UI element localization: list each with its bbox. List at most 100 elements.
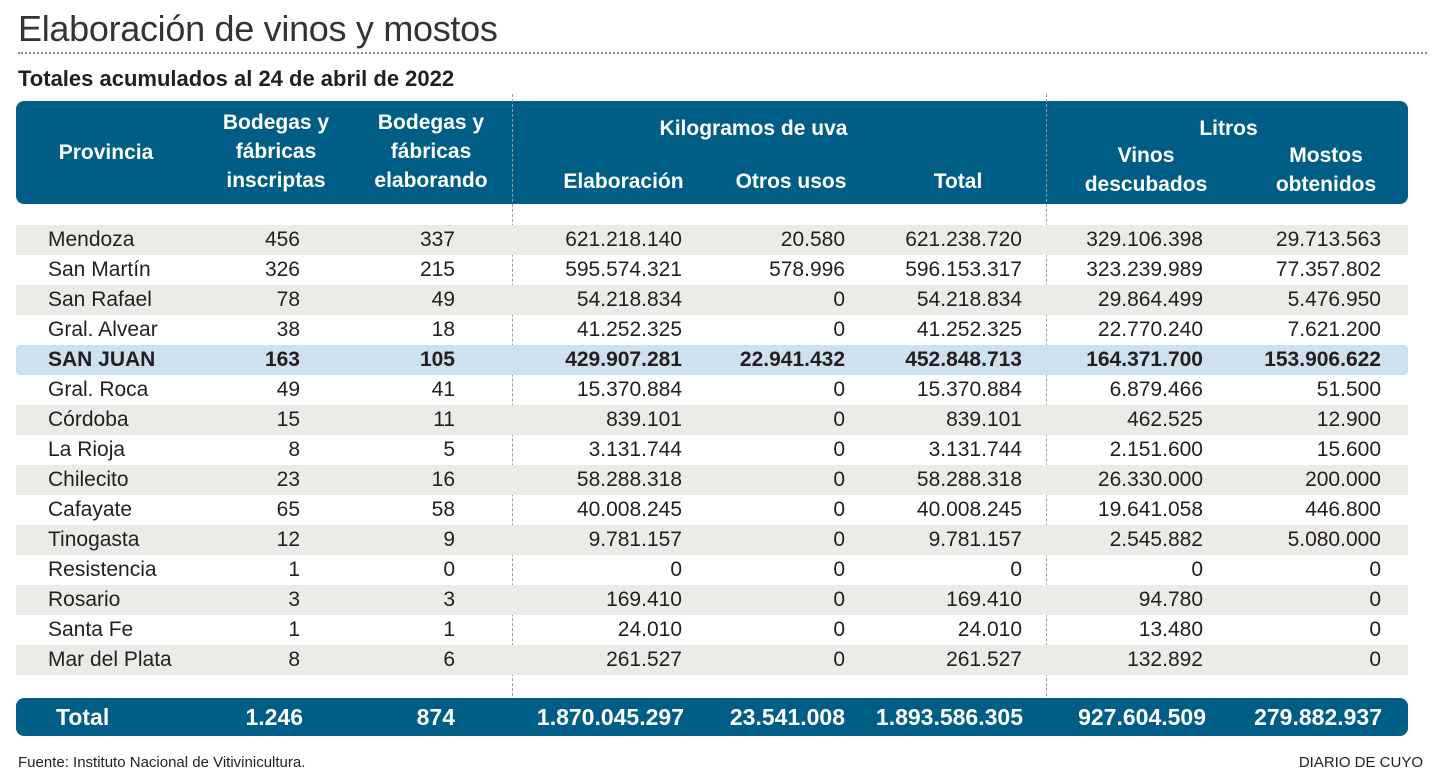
cell-elaboracion: 595.574.321 [565, 258, 682, 281]
totals-elaborando: 874 [416, 704, 455, 730]
cell-mostos: 7.621.200 [1287, 318, 1381, 341]
header-bodegas-elaborando: Bodegas y fábricas elaborando [351, 108, 511, 195]
cell-inscriptas: 49 [276, 378, 300, 401]
cell-elaboracion: 58.288.318 [576, 468, 682, 491]
cell-otros: 0 [833, 468, 845, 491]
cell-inscriptas: 326 [264, 258, 300, 281]
cell-elaborando: 6 [443, 648, 455, 671]
header-bodegas-inscriptas-line3: inscriptas [226, 169, 326, 192]
cell-vinos: 323.239.989 [1086, 258, 1203, 281]
cell-total: 24.010 [957, 618, 1022, 641]
page-title: Elaboración de vinos y mostos [18, 8, 498, 49]
cell-elaborando: 105 [419, 348, 455, 371]
cell-elaboracion: 15.370.884 [576, 378, 682, 401]
cell-vinos: 19.641.058 [1097, 498, 1203, 521]
cell-total: 58.288.318 [916, 468, 1022, 491]
cell-provincia: Resistencia [48, 558, 157, 581]
cell-elaboracion: 9.781.157 [588, 528, 682, 551]
cell-provincia: Chilecito [48, 468, 129, 491]
cell-vinos: 6.879.466 [1109, 378, 1203, 401]
table-row: Tinogasta 12 9 9.781.157 0 9.781.157 2.545.882… [16, 525, 1408, 555]
cell-total: 596.153.317 [905, 258, 1022, 281]
subtitle: Totales acumulados al 24 de abril de 202… [18, 66, 455, 91]
cell-mostos: 29.713.563 [1275, 228, 1381, 251]
cell-elaborando: 58 [431, 498, 455, 521]
cell-total: 452.848.713 [905, 348, 1022, 371]
cell-total: 261.527 [946, 648, 1022, 671]
cell-elaborando: 11 [433, 408, 455, 431]
cell-elaborando: 16 [431, 468, 455, 491]
table-header: Provincia Bodegas y fábricas inscriptas … [16, 101, 1408, 204]
cell-mostos: 15.600 [1316, 438, 1381, 461]
cell-vinos: 329.106.398 [1086, 228, 1203, 251]
cell-elaborando: 0 [443, 558, 455, 581]
cell-total: 3.131.744 [928, 438, 1022, 461]
header-total: Total [933, 170, 983, 193]
cell-otros: 0 [833, 438, 845, 461]
cell-total: 15.370.884 [916, 378, 1022, 401]
cell-elaboracion: 41.252.325 [576, 318, 682, 341]
cell-elaboracion: 54.218.834 [576, 288, 682, 311]
cell-total: 54.218.834 [916, 288, 1022, 311]
cell-otros: 0 [833, 408, 845, 431]
header-provincia: Provincia [58, 141, 154, 164]
header-bodegas-inscriptas-line1: Bodegas y [222, 111, 330, 134]
header-mostos-obtenidos: Mostos obtenidos [1246, 141, 1406, 199]
cell-total: 621.238.720 [905, 228, 1022, 251]
cell-vinos: 0 [1191, 558, 1203, 581]
table-row: Chilecito 23 16 58.288.318 0 58.288.318 26.330… [16, 465, 1408, 495]
table-row: SAN JUAN 163 105 429.907.281 22.941.432 452.8… [16, 345, 1408, 375]
cell-elaboracion: 169.410 [606, 588, 682, 611]
header-vinos-line1: Vinos [1117, 144, 1175, 167]
cell-vinos: 2.151.600 [1109, 438, 1203, 461]
cell-total: 41.252.325 [916, 318, 1022, 341]
table-row: Gral. Alvear 38 18 41.252.325 0 41.252.325 22.… [16, 315, 1408, 345]
totals-total: 1.893.586.305 [875, 704, 1023, 730]
table-row: Gral. Roca 49 41 15.370.884 0 15.370.884 6.879… [16, 375, 1408, 405]
cell-vinos: 22.770.240 [1097, 318, 1203, 341]
totals-otros: 23.541.008 [729, 704, 845, 730]
cell-otros: 0 [833, 498, 845, 521]
cell-otros: 0 [833, 648, 845, 671]
cell-otros: 578.996 [769, 258, 845, 281]
cell-elaboracion: 621.218.140 [565, 228, 682, 251]
totals-mostos: 279.882.937 [1254, 704, 1382, 730]
cell-provincia: Cafayate [48, 498, 133, 521]
cell-vinos: 132.892 [1127, 648, 1203, 671]
cell-otros: 22.941.432 [739, 348, 845, 371]
header-bodegas-elaborando-line1: Bodegas y [377, 111, 485, 134]
cell-otros: 0 [833, 618, 845, 641]
cell-mostos: 200.000 [1305, 468, 1381, 491]
table-body: Mendoza 456 337 621.218.140 20.580 621.238.72… [16, 225, 1408, 675]
cell-inscriptas: 8 [288, 648, 300, 671]
cell-mostos: 5.476.950 [1287, 288, 1381, 311]
cell-elaborando: 337 [419, 228, 455, 251]
cell-elaboracion: 261.527 [606, 648, 682, 671]
table-row: Santa Fe 1 1 24.010 0 24.010 13.480 0 [16, 615, 1408, 645]
cell-elaborando: 215 [419, 258, 455, 281]
cell-mostos: 0 [1369, 558, 1381, 581]
cell-inscriptas: 1 [288, 618, 300, 641]
cell-elaborando: 18 [431, 318, 455, 341]
cell-vinos: 26.330.000 [1097, 468, 1203, 491]
table-row: Córdoba 15 11 839.101 0 839.101 462.525 12.900 [16, 405, 1408, 435]
cell-elaboracion: 3.131.744 [588, 438, 682, 461]
title-divider [18, 52, 1427, 54]
cell-provincia: Gral. Roca [48, 378, 149, 401]
cell-inscriptas: 12 [276, 528, 300, 551]
cell-provincia: Tinogasta [48, 528, 140, 551]
cell-otros: 0 [833, 588, 845, 611]
cell-provincia: SAN JUAN [48, 348, 156, 371]
source-note: Fuente: Instituto Nacional de Vitivinicu… [18, 754, 306, 771]
cell-otros: 0 [833, 558, 845, 581]
header-bodegas-inscriptas-line2: fábricas [235, 140, 317, 163]
totals-row: Total 1.246 874 1.870.045.297 23.541.008… [16, 698, 1408, 736]
cell-provincia: Gral. Alvear [48, 318, 158, 341]
cell-inscriptas: 163 [264, 348, 300, 371]
cell-elaboracion: 0 [670, 558, 682, 581]
cell-inscriptas: 78 [276, 288, 300, 311]
cell-mostos: 446.800 [1305, 498, 1381, 521]
cell-total: 40.008.245 [916, 498, 1022, 521]
totals-label: Total [56, 704, 110, 730]
table-row: Rosario 3 3 169.410 0 169.410 94.780 0 [16, 585, 1408, 615]
